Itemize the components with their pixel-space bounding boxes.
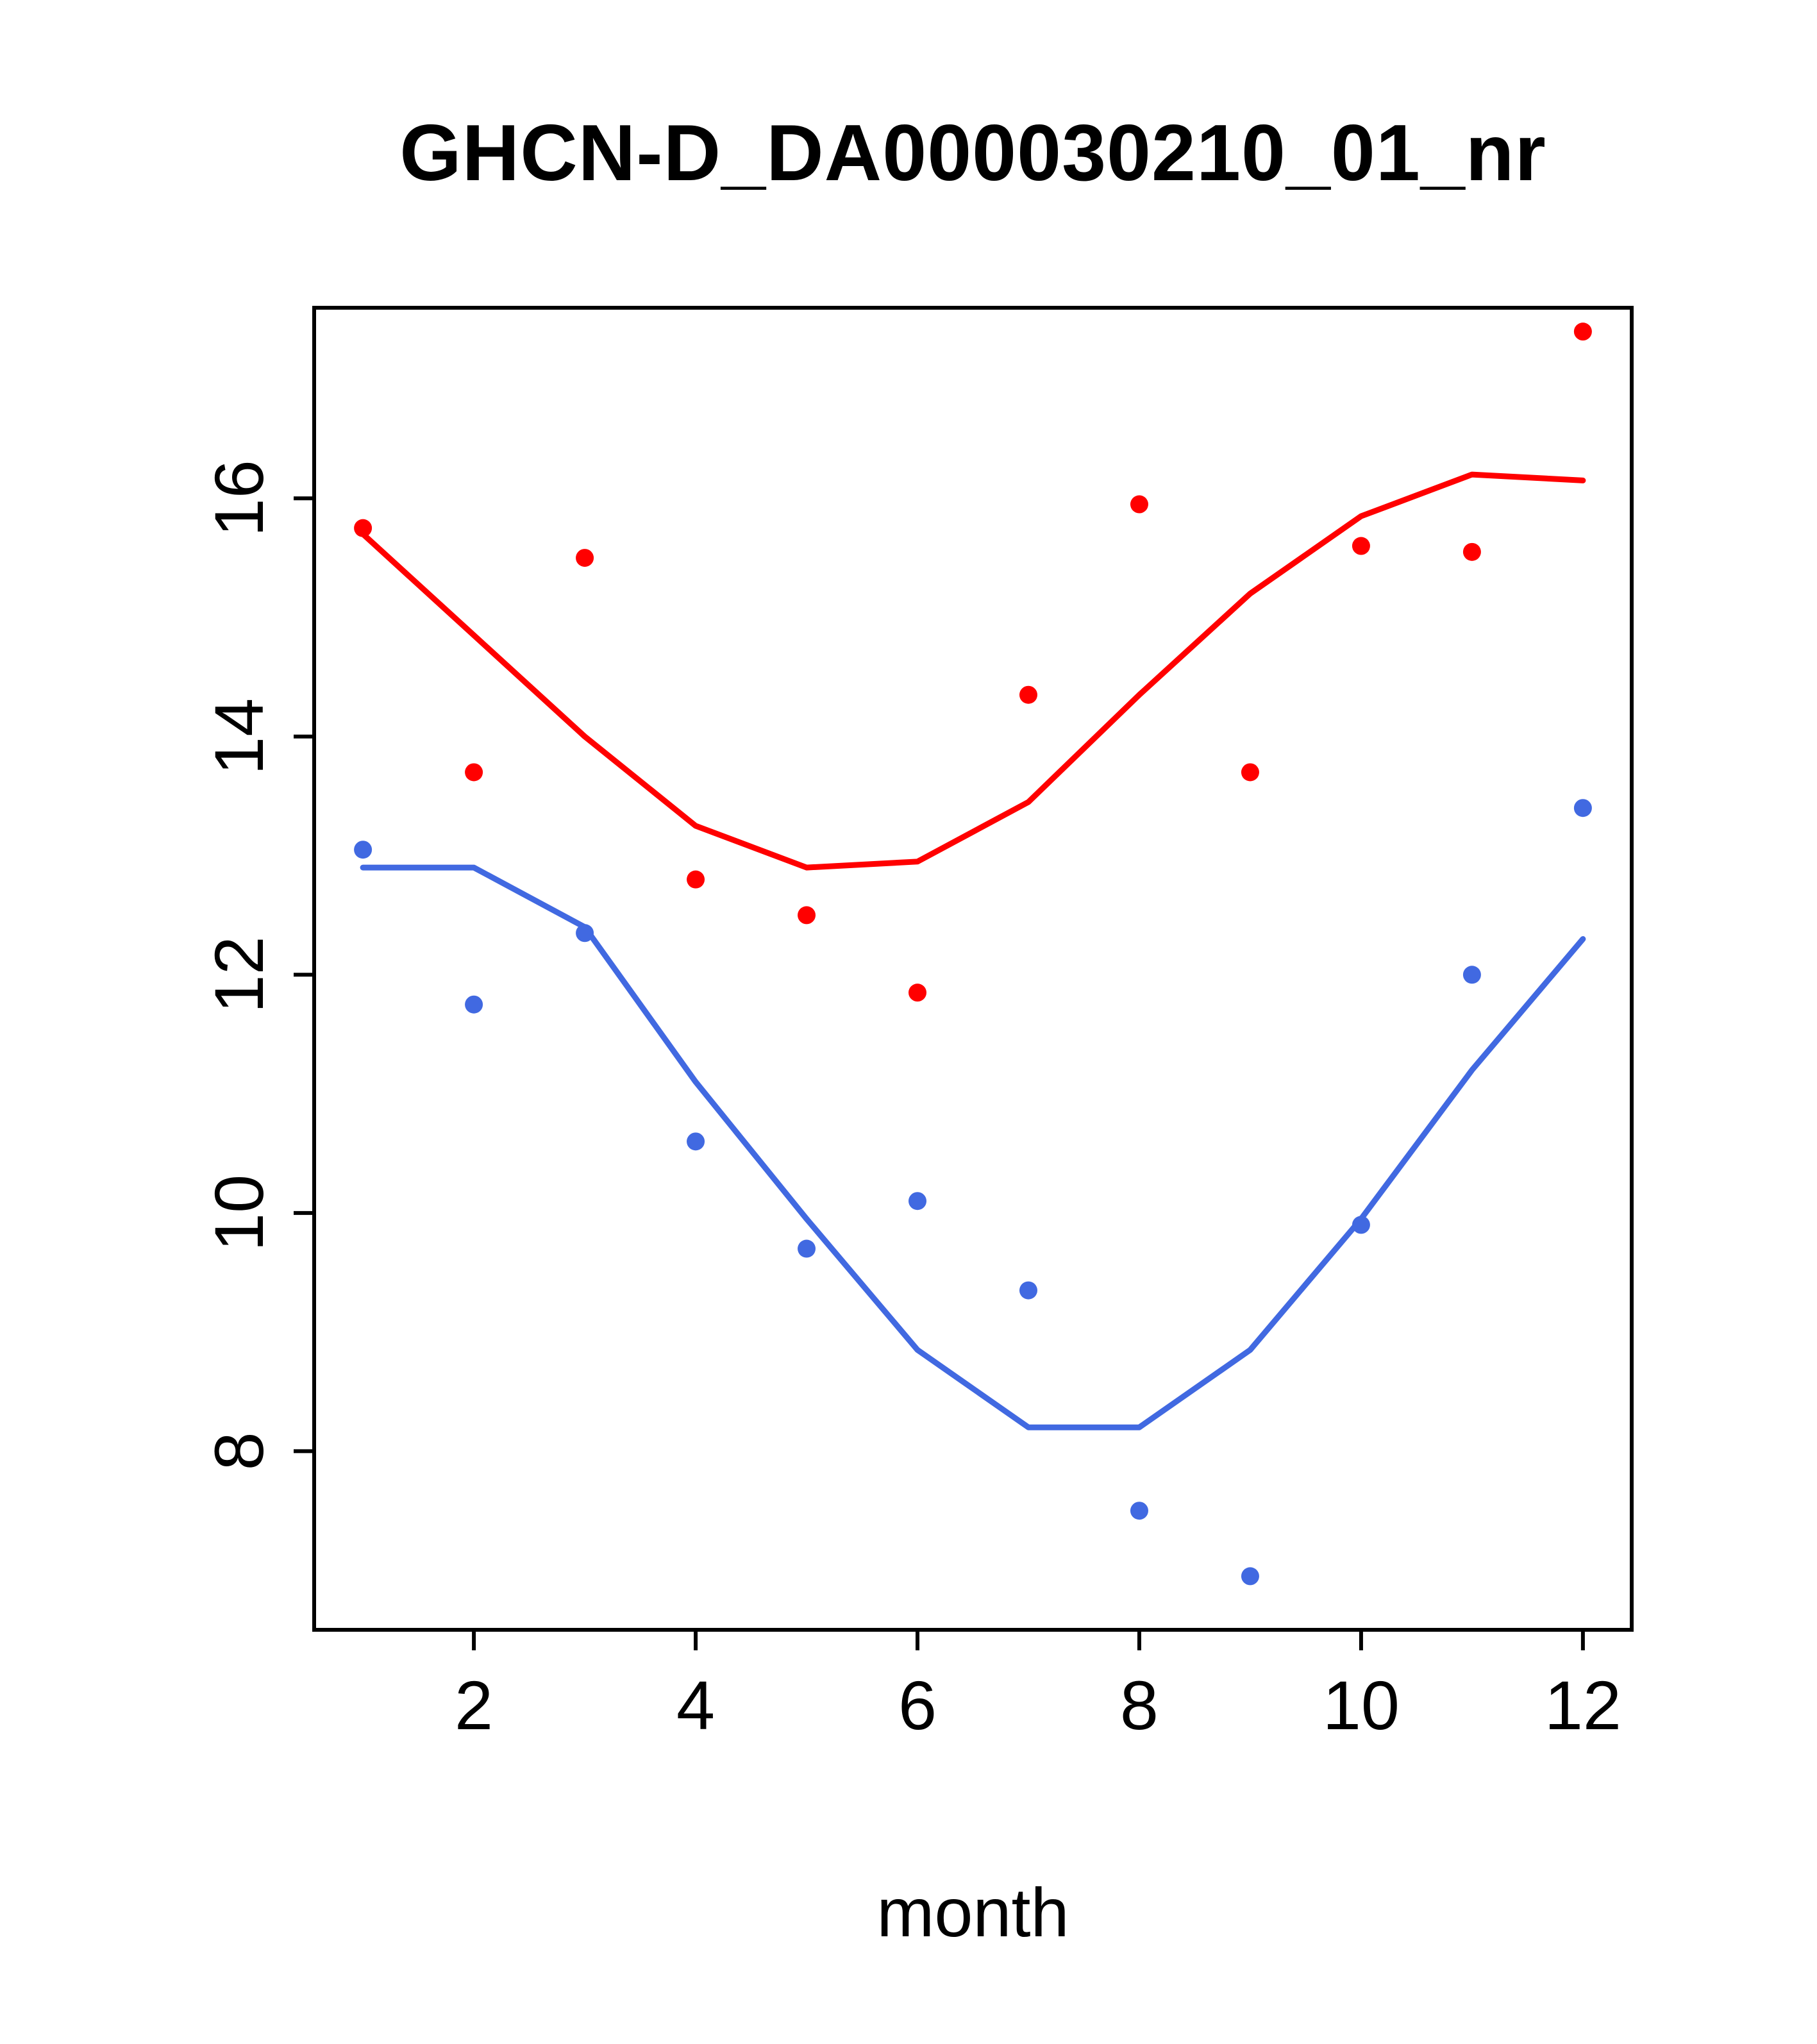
red-points-marker bbox=[1019, 685, 1037, 704]
red-points-marker bbox=[687, 870, 705, 889]
x-tick-label: 8 bbox=[1120, 1666, 1159, 1744]
red-points-marker bbox=[1573, 323, 1592, 341]
y-tick-label: 8 bbox=[200, 1432, 278, 1470]
blue-points-marker bbox=[1019, 1281, 1037, 1300]
blue-points-marker bbox=[1573, 799, 1592, 817]
red-points-marker bbox=[798, 906, 816, 925]
blue-points-marker bbox=[1241, 1567, 1259, 1586]
red-points-marker bbox=[908, 984, 927, 1002]
y-tick-label: 14 bbox=[200, 698, 278, 775]
x-tick-label: 2 bbox=[455, 1666, 493, 1744]
blue-points-marker bbox=[1130, 1502, 1148, 1520]
blue-points-marker bbox=[798, 1239, 816, 1258]
x-tick-label: 6 bbox=[898, 1666, 937, 1744]
y-tick-label: 16 bbox=[200, 460, 278, 537]
blue-points-marker bbox=[354, 841, 373, 859]
blue-points-marker bbox=[908, 1192, 927, 1210]
x-axis-label: month bbox=[876, 1873, 1069, 1951]
blue-points-marker bbox=[1352, 1216, 1370, 1234]
red-points-marker bbox=[1462, 542, 1481, 561]
x-tick-label: 4 bbox=[676, 1666, 715, 1744]
blue-points-marker bbox=[465, 995, 483, 1014]
y-tick-label: 12 bbox=[200, 936, 278, 1013]
red-points-marker bbox=[576, 549, 594, 567]
y-tick-label: 10 bbox=[200, 1175, 278, 1252]
plot-box bbox=[312, 306, 1634, 1632]
x-tick-label: 10 bbox=[1323, 1666, 1400, 1744]
blue-points-marker bbox=[576, 924, 594, 942]
red-points-marker bbox=[354, 519, 373, 537]
x-tick-label: 12 bbox=[1545, 1666, 1621, 1744]
chart-title: GHCN-D_DA000030210_01_nr bbox=[399, 109, 1546, 197]
blue-points-marker bbox=[687, 1132, 705, 1151]
red-points-marker bbox=[465, 763, 483, 782]
red-points-marker bbox=[1241, 763, 1259, 782]
red-points-marker bbox=[1130, 495, 1148, 514]
blue-smooth-line bbox=[360, 864, 1586, 1430]
red-points-marker bbox=[1352, 537, 1370, 555]
red-smooth-line bbox=[360, 471, 1586, 871]
blue-points-marker bbox=[1462, 966, 1481, 984]
